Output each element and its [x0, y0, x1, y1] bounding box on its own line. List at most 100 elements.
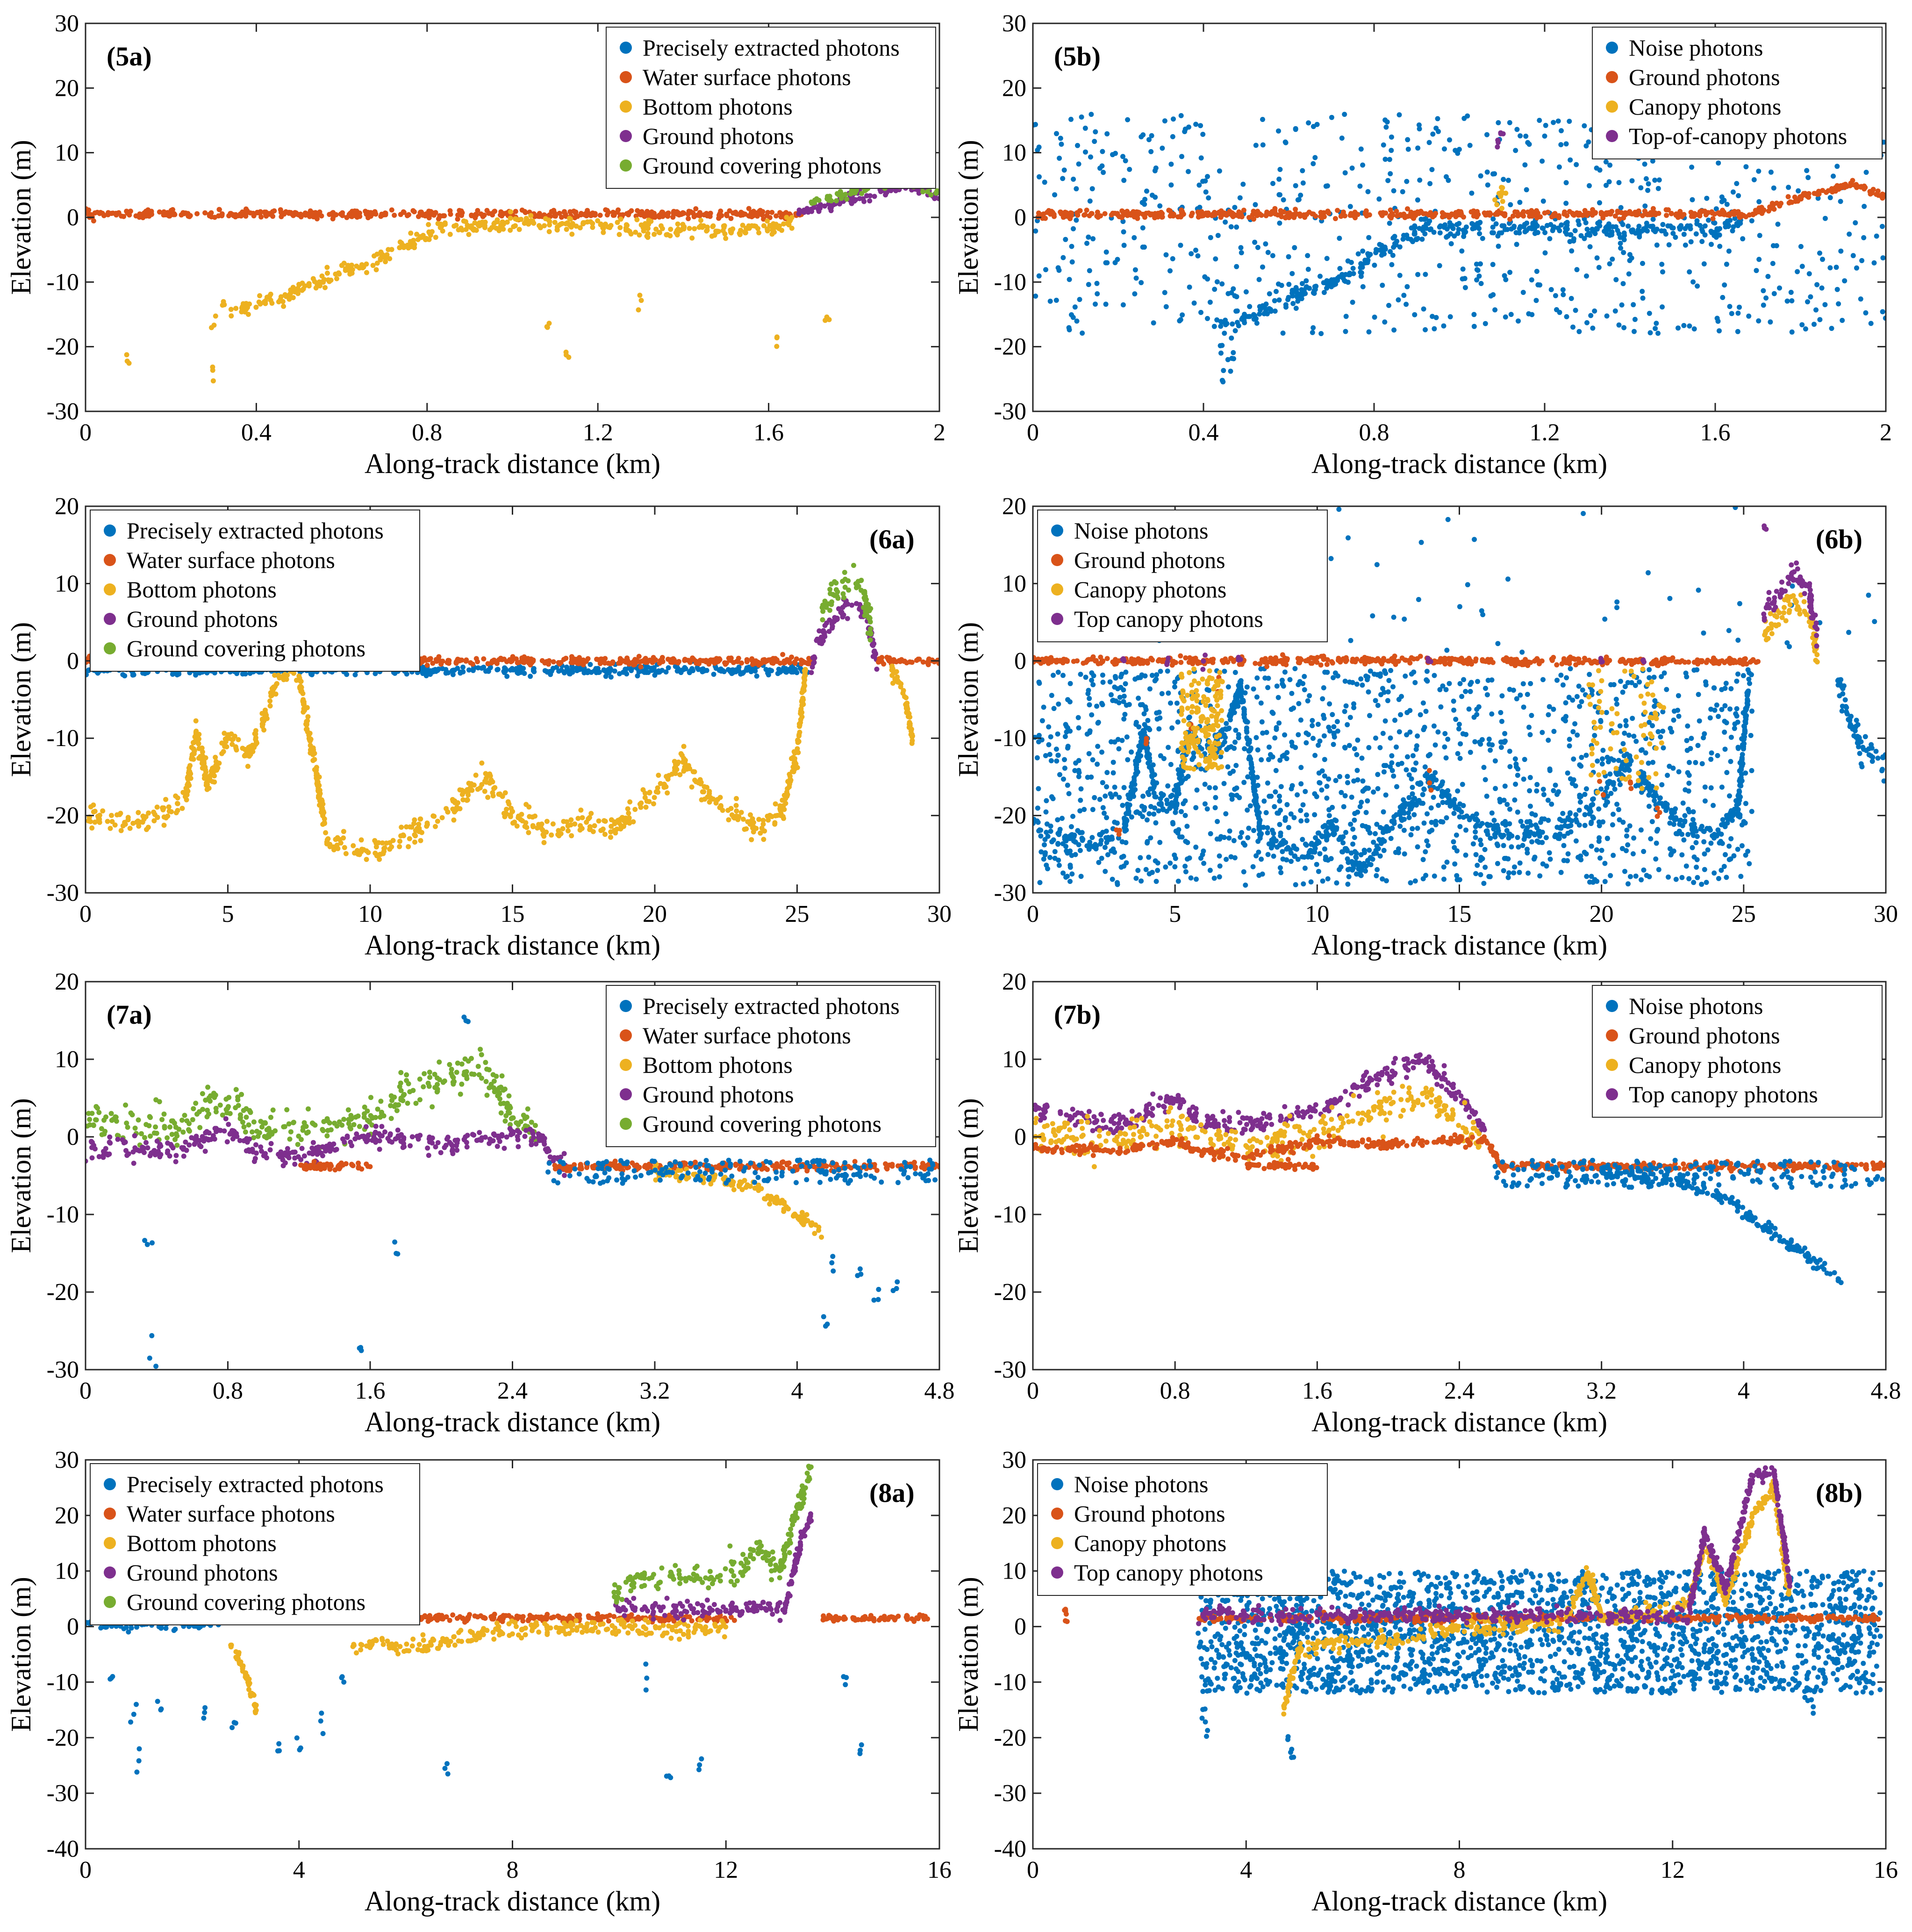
photon-point — [1387, 157, 1392, 162]
photon-point — [795, 746, 800, 752]
photon-point — [507, 658, 512, 663]
series-bottom-photons-east- — [889, 663, 915, 746]
photon-point — [1768, 319, 1773, 325]
photon-point — [842, 576, 848, 582]
photon-point — [387, 847, 393, 852]
photon-point — [1186, 124, 1191, 130]
photon-point — [1431, 230, 1437, 235]
photon-point — [1656, 177, 1662, 183]
series-water-surface-photons-east- — [876, 654, 939, 668]
photon-point — [1461, 234, 1467, 239]
photon-point — [351, 843, 356, 848]
photon-point — [666, 665, 671, 670]
photon-point — [1360, 162, 1366, 168]
photon-point — [859, 191, 865, 196]
photon-point — [678, 751, 684, 756]
photon-point — [749, 209, 754, 215]
photon-point — [1582, 208, 1588, 213]
photon-point — [240, 746, 245, 751]
photon-point — [1084, 208, 1089, 213]
photon-point — [1798, 244, 1804, 249]
photon-point — [303, 211, 309, 216]
y-tick-label: -10 — [994, 269, 1026, 295]
photon-point — [1390, 212, 1396, 218]
photon-point — [1411, 231, 1417, 237]
photon-point — [1449, 223, 1455, 228]
photon-point — [1612, 308, 1618, 314]
photon-point — [1468, 209, 1474, 215]
photon-point — [563, 221, 569, 227]
photon-point — [1303, 291, 1308, 296]
photon-point — [1559, 222, 1564, 228]
photon-point — [1388, 207, 1393, 213]
photon-point — [1215, 233, 1221, 238]
photon-point — [1735, 329, 1740, 334]
photon-point — [1789, 329, 1795, 335]
photon-point — [1419, 237, 1425, 242]
photon-point — [1366, 235, 1372, 240]
photon-point — [761, 216, 766, 222]
photon-point — [1252, 313, 1257, 318]
photon-point — [909, 740, 915, 746]
photon-point — [1699, 227, 1704, 232]
photon-point — [1415, 197, 1420, 203]
photon-point — [592, 823, 597, 828]
photon-point — [1690, 197, 1695, 202]
photon-point — [1726, 248, 1732, 254]
photon-point — [1574, 210, 1580, 215]
photon-point — [777, 210, 783, 215]
photon-point — [383, 212, 388, 217]
photon-point — [936, 661, 939, 666]
photon-point — [1784, 298, 1790, 304]
photon-point — [1214, 279, 1220, 285]
panel-5b: 0 0.4 0.8 1.2 1.6 2-30-20-100102030Along-trac… — [953, 10, 1892, 479]
photon-point — [767, 657, 773, 662]
photon-point — [1310, 330, 1315, 335]
photon-point — [420, 659, 425, 665]
photon-point — [1512, 209, 1518, 215]
photon-point — [1509, 226, 1514, 232]
photon-point — [1342, 170, 1348, 176]
photon-point — [308, 750, 313, 756]
photon-point — [834, 616, 840, 621]
photon-point — [473, 656, 479, 661]
photon-point — [1584, 273, 1589, 279]
photon-point — [1400, 189, 1405, 194]
photon-point — [594, 656, 600, 662]
photon-point — [1388, 171, 1393, 177]
photon-point — [883, 192, 888, 198]
photon-point — [1242, 320, 1247, 325]
photon-point — [404, 671, 409, 677]
photon-point — [774, 334, 780, 340]
photon-point — [460, 797, 466, 803]
photon-point — [281, 211, 287, 217]
photon-point — [842, 584, 848, 590]
photon-point — [241, 301, 246, 307]
photon-point — [1379, 213, 1385, 218]
photon-point — [1660, 222, 1666, 227]
photon-point — [1812, 322, 1817, 327]
photon-point — [1279, 283, 1284, 288]
photon-point — [609, 824, 614, 829]
photon-point — [1768, 169, 1774, 175]
photon-point — [1389, 262, 1395, 267]
photon-point — [372, 671, 378, 676]
photon-point — [1574, 162, 1579, 167]
photon-point — [552, 220, 558, 225]
photon-point — [389, 247, 394, 252]
photon-point — [261, 727, 267, 733]
photon-point — [1789, 200, 1795, 205]
photon-point — [1350, 300, 1355, 305]
photon-point — [1883, 316, 1886, 321]
photon-point — [405, 213, 410, 218]
photon-point — [513, 208, 518, 214]
photon-point — [1053, 297, 1059, 303]
photon-point — [1629, 178, 1635, 184]
photon-point — [261, 718, 267, 724]
photon-point — [1081, 212, 1087, 218]
photon-point — [1276, 192, 1282, 197]
photon-point — [1074, 217, 1079, 223]
photon-point — [559, 215, 564, 220]
photon-point — [1608, 211, 1613, 217]
